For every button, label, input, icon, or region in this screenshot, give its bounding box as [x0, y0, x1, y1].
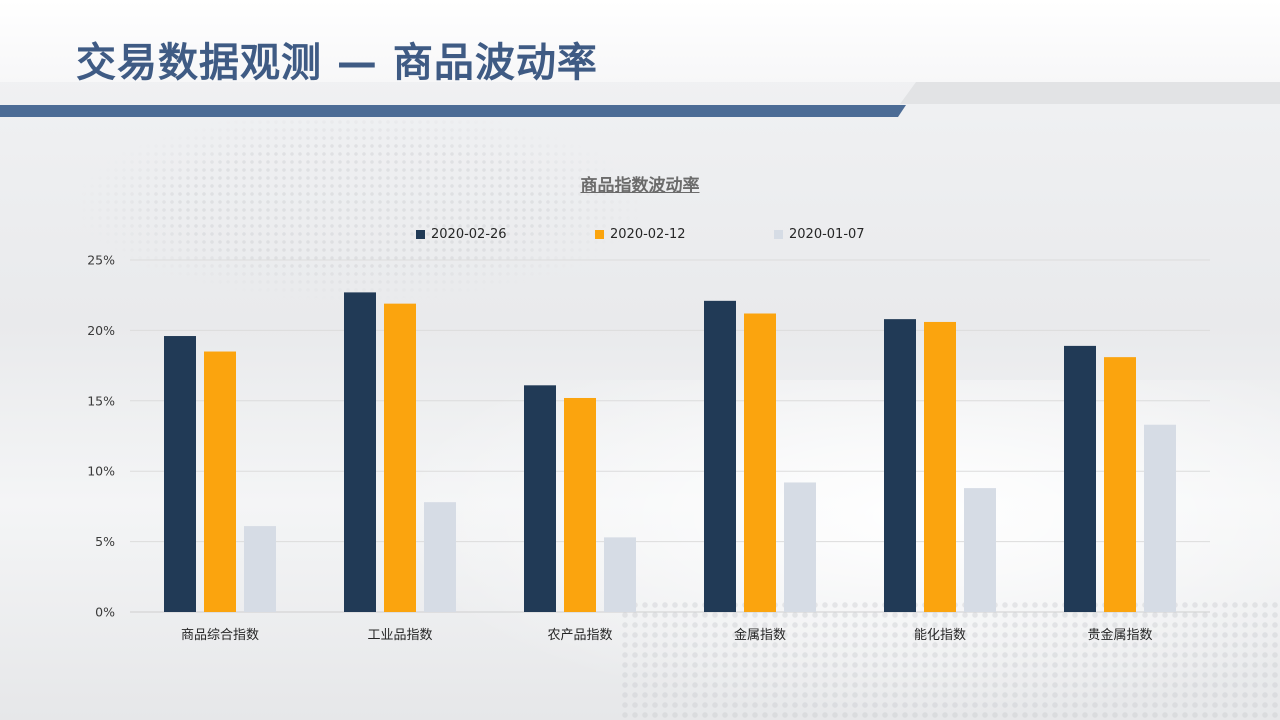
- header-tab: [900, 82, 1280, 104]
- bar-1-1: [164, 336, 196, 612]
- y-tick-label: 25%: [87, 253, 115, 268]
- legend-label-series-2: 2020-02-12: [610, 227, 686, 242]
- x-tick-label: 工业品指数: [367, 628, 432, 643]
- bar-2-2: [384, 303, 416, 612]
- legend-item-series-1: 2020-02-26: [416, 227, 507, 242]
- x-tick-label: 能化指数: [914, 628, 966, 643]
- y-tick-label: 20%: [87, 323, 115, 338]
- x-tick-label: 贵金属指数: [1087, 627, 1152, 643]
- legend-item-series-3: 2020-01-07: [774, 227, 865, 242]
- legend-swatch-series-1: [416, 230, 425, 239]
- bar-3-3: [604, 537, 636, 612]
- x-tick-label: 农产品指数: [547, 628, 612, 643]
- bar-1-6: [1064, 345, 1096, 612]
- legend-label-series-1: 2020-02-26: [431, 227, 507, 242]
- bar-2-6: [1104, 357, 1136, 612]
- decorative-dots: [620, 600, 1280, 720]
- legend-label-series-3: 2020-01-07: [789, 227, 865, 242]
- bar-1-5: [884, 319, 916, 612]
- bar-2-4: [744, 313, 776, 612]
- title-underline: [0, 105, 906, 117]
- y-tick-label: 10%: [87, 464, 115, 479]
- header-band: [0, 0, 1280, 82]
- bar-3-6: [1144, 424, 1176, 612]
- bar-3-4: [784, 482, 816, 612]
- legend-swatch-series-3: [774, 230, 783, 239]
- page-title: 交易数据观测 — 商品波动率: [76, 40, 598, 86]
- chart-title: 商品指数波动率: [580, 176, 700, 196]
- bar-1-2: [344, 292, 376, 612]
- bar-1-3: [524, 385, 556, 612]
- y-tick-label: 15%: [87, 393, 115, 408]
- x-tick-label: 商品综合指数: [181, 628, 259, 643]
- bar-2-3: [564, 397, 596, 612]
- world-map-dots: [80, 110, 640, 300]
- y-tick-label: 5%: [95, 534, 115, 549]
- x-tick-label: 金属指数: [734, 627, 786, 643]
- bar-3-1: [244, 526, 276, 612]
- bar-2-1: [204, 351, 236, 612]
- bar-3-5: [964, 488, 996, 612]
- legend-item-series-2: 2020-02-12: [595, 227, 686, 242]
- chart-legend: 2020-02-26 2020-02-12 2020-01-07: [0, 227, 1280, 249]
- bar-2-5: [924, 321, 956, 612]
- bar-3-2: [424, 502, 456, 612]
- legend-swatch-series-2: [595, 230, 604, 239]
- y-tick-label: 0%: [95, 605, 115, 620]
- bar-1-4: [704, 300, 736, 612]
